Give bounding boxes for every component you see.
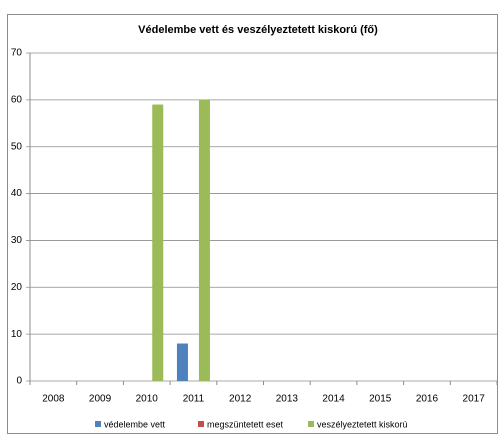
x-tick-label: 2017 [463,394,486,405]
y-tick-label: 70 [11,48,23,59]
legend-label: veszélyeztetett kiskorú [317,419,408,429]
y-tick-label: 40 [11,188,23,199]
bar [198,99,210,381]
legend-label: megszüntetett eset [207,419,284,429]
legend-swatch [308,421,314,427]
x-tick-label: 2009 [89,394,112,405]
x-tick-label: 2014 [322,394,345,405]
x-tick-label: 2010 [136,394,159,405]
y-tick-label: 50 [11,141,23,152]
legend-label: védelembe vett [104,419,166,429]
x-tick-label: 2012 [229,394,252,405]
y-tick-label: 60 [11,94,23,105]
legend-swatch [95,421,101,427]
x-tick-label: 2013 [276,394,299,405]
bar [176,343,188,381]
y-tick-label: 10 [11,329,23,340]
chart-title: Védelembe vett és veszélyeztetett kiskor… [138,24,378,36]
x-tick-label: 2016 [416,394,439,405]
chart-frame [7,14,498,434]
legend-swatch [198,421,204,427]
x-tick-label: 2015 [369,394,392,405]
y-tick-label: 0 [16,376,22,387]
x-tick-label: 2008 [42,394,65,405]
y-tick-label: 20 [11,282,23,293]
bar [152,104,164,382]
x-tick-label: 2011 [183,394,205,405]
y-tick-label: 30 [11,235,23,246]
